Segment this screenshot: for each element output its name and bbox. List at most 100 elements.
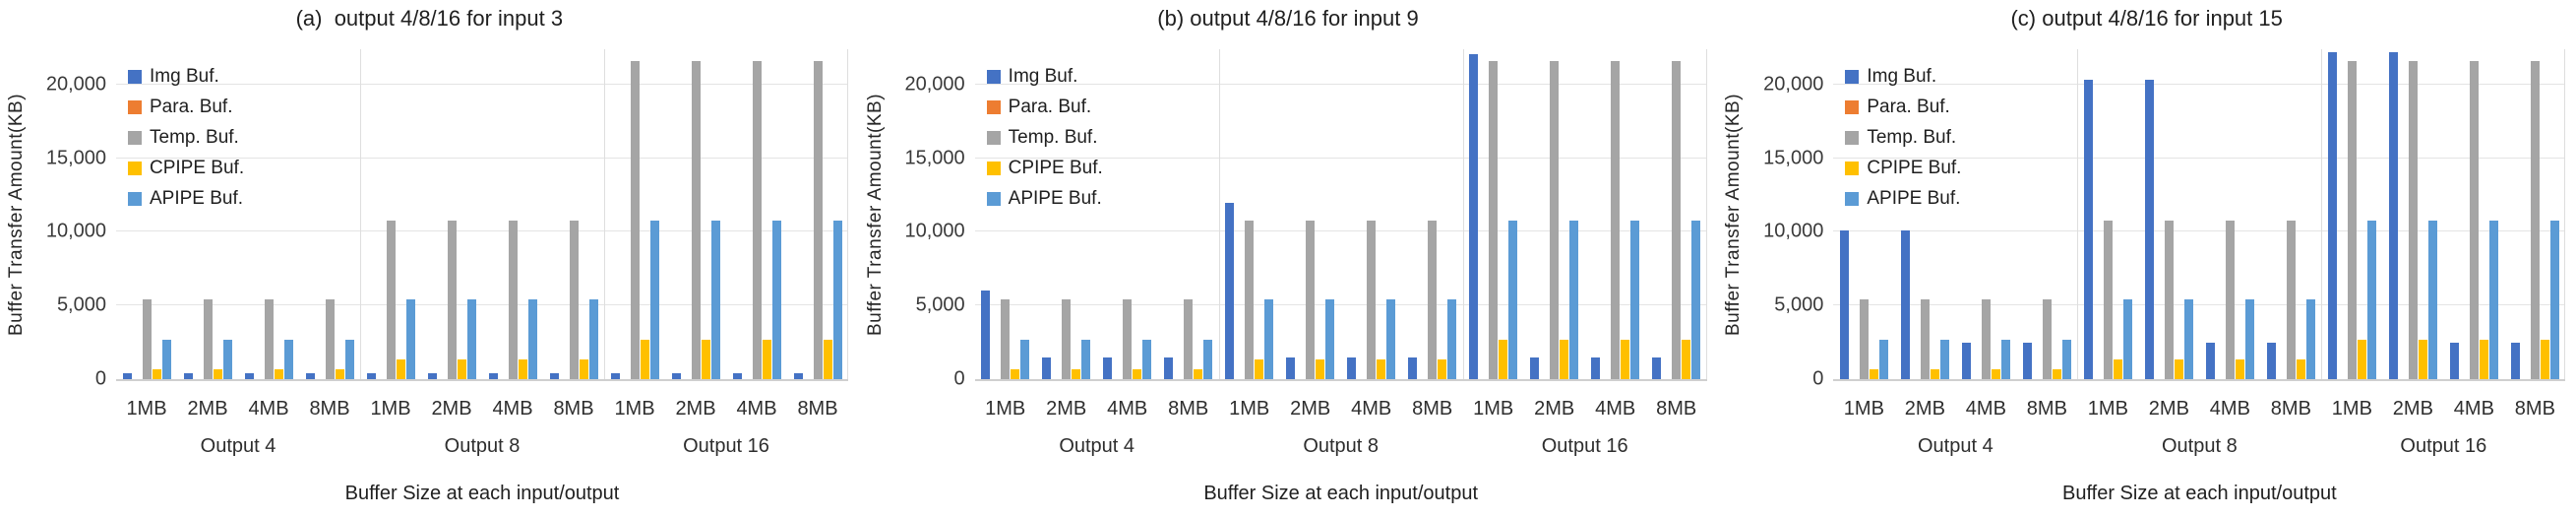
x-tick-label: 8MB bbox=[797, 398, 838, 420]
x-axis-title: Buffer Size at each input/output bbox=[1203, 483, 1479, 504]
y-tick-label: 15,000 bbox=[45, 147, 106, 169]
y-tick-label: 5,000 bbox=[915, 293, 965, 316]
x-tick-label: 1MB bbox=[370, 398, 411, 420]
bar-img-buf bbox=[305, 373, 315, 379]
category-separator bbox=[847, 49, 848, 379]
y-axis-title: Buffer Transfer Amount(KB) bbox=[1723, 93, 1745, 336]
bar-group bbox=[1585, 49, 1646, 379]
bar-img-buf bbox=[2449, 342, 2459, 379]
bar-temp-buf bbox=[1859, 299, 1869, 379]
bar-cpipe-buf bbox=[1072, 368, 1081, 379]
y-tick-label: 0 bbox=[953, 367, 965, 390]
bar-group bbox=[1219, 49, 1280, 379]
legend-swatch-apipe-buf bbox=[1845, 191, 1860, 206]
x-tick-label: 1MB bbox=[1229, 398, 1270, 420]
bar-cpipe-buf bbox=[2113, 358, 2122, 379]
bar-apipe-buf bbox=[1264, 299, 1274, 379]
y-tick-label: 20,000 bbox=[1763, 73, 1824, 96]
x-tick-label: 8MB bbox=[1168, 398, 1209, 420]
bar-img-buf bbox=[1530, 356, 1540, 379]
legend-swatch-para-buf bbox=[1845, 99, 1860, 114]
category-separator bbox=[604, 49, 605, 379]
bar-img-buf bbox=[1408, 356, 1418, 379]
gridline bbox=[116, 83, 848, 85]
category-separator bbox=[1462, 49, 1464, 379]
bar-group bbox=[1955, 49, 2016, 379]
bar-cpipe-buf bbox=[1133, 368, 1142, 379]
x-tick-label: 8MB bbox=[553, 398, 594, 420]
legend-swatch-apipe-buf bbox=[986, 191, 1001, 206]
category-separator bbox=[1705, 49, 1707, 379]
x-tick-label: 2MB bbox=[1290, 398, 1331, 420]
x-tick-label: 1MB bbox=[2087, 398, 2128, 420]
legend: Img Buf. Para. Buf. Temp. Buf. CPIPE Buf. AP… bbox=[986, 61, 1103, 214]
bar-temp-buf bbox=[2408, 61, 2418, 379]
bar-img-buf bbox=[488, 373, 498, 379]
chart-panel: (c) output 4/8/16 for input 15 Buffer Tra… bbox=[1717, 0, 2576, 518]
x-tick-label: 4MB bbox=[492, 398, 533, 420]
bar-apipe-buf bbox=[2061, 339, 2071, 379]
x-tick-label: 4MB bbox=[2453, 398, 2494, 420]
group-label: Output 16 bbox=[683, 435, 769, 457]
bar-temp-buf bbox=[813, 61, 823, 379]
x-tick-label: 1MB bbox=[1473, 398, 1514, 420]
bar-img-buf bbox=[1900, 230, 1910, 379]
bar-apipe-buf bbox=[2122, 299, 2132, 379]
bar-group bbox=[787, 49, 848, 379]
bar-cpipe-buf bbox=[2357, 339, 2366, 379]
bar-img-buf bbox=[1961, 342, 1971, 379]
bar-apipe-buf bbox=[1691, 220, 1701, 379]
bar-cpipe-buf bbox=[579, 358, 588, 379]
bar-img-buf bbox=[1469, 53, 1479, 379]
legend-item-temp-buf: Temp. Buf. bbox=[1845, 122, 1961, 153]
gridline bbox=[1833, 230, 2566, 232]
gridline bbox=[974, 230, 1707, 232]
bar-temp-buf bbox=[2469, 61, 2479, 379]
bar-apipe-buf bbox=[1325, 299, 1335, 379]
gridline bbox=[974, 304, 1707, 306]
bar-group bbox=[2138, 49, 2199, 379]
plot-area: Img Buf. Para. Buf. Temp. Buf. CPIPE Buf. AP… bbox=[974, 49, 1707, 381]
bar-group bbox=[238, 49, 299, 379]
legend-swatch-temp-buf bbox=[128, 130, 142, 145]
bar-apipe-buf bbox=[527, 299, 537, 379]
bar-cpipe-buf bbox=[2174, 358, 2183, 379]
bar-apipe-buf bbox=[1569, 220, 1579, 379]
bar-cpipe-buf bbox=[457, 358, 466, 379]
x-tick-label: 4MB bbox=[1595, 398, 1636, 420]
bar-apipe-buf bbox=[2000, 339, 2010, 379]
legend-item-para-buf: Para. Buf. bbox=[986, 92, 1103, 122]
bar-img-buf bbox=[2510, 342, 2520, 379]
bar-img-buf bbox=[549, 373, 559, 379]
bar-cpipe-buf bbox=[2540, 339, 2549, 379]
bar-apipe-buf bbox=[1020, 339, 1030, 379]
bar-temp-buf bbox=[630, 61, 640, 379]
bar-group bbox=[2382, 49, 2443, 379]
legend-item-para-buf: Para. Buf. bbox=[128, 92, 244, 122]
bar-temp-buf bbox=[1245, 220, 1255, 379]
bar-temp-buf bbox=[569, 220, 579, 379]
y-axis-ticks: 0 5,000 10,000 15,000 20,000 bbox=[28, 49, 106, 389]
legend-item-cpipe-buf: CPIPE Buf. bbox=[1845, 153, 1961, 183]
group-labels: Output 4 Output 8 Output 16 bbox=[975, 435, 1707, 458]
bar-cpipe-buf bbox=[1621, 339, 1630, 379]
legend-item-para-buf: Para. Buf. bbox=[1845, 92, 1961, 122]
bar-apipe-buf bbox=[344, 339, 354, 379]
bar-cpipe-buf bbox=[2418, 339, 2427, 379]
bar-cpipe-buf bbox=[1194, 368, 1203, 379]
bar-cpipe-buf bbox=[1560, 339, 1569, 379]
bar-group bbox=[1646, 49, 1707, 379]
bar-apipe-buf bbox=[2488, 220, 2498, 379]
group-label: Output 16 bbox=[1541, 435, 1628, 457]
y-tick-label: 10,000 bbox=[1763, 220, 1824, 242]
x-tick-label: 2MB bbox=[675, 398, 716, 420]
bar-img-buf bbox=[2205, 342, 2215, 379]
x-tick-label: 8MB bbox=[309, 398, 350, 420]
legend-item-img-buf: Img Buf. bbox=[986, 61, 1103, 92]
bar-img-buf bbox=[1652, 356, 1662, 379]
y-tick-label: 20,000 bbox=[904, 73, 965, 96]
group-label: Output 8 bbox=[444, 435, 521, 457]
bar-cpipe-buf bbox=[518, 358, 527, 379]
legend-swatch-apipe-buf bbox=[128, 191, 142, 206]
